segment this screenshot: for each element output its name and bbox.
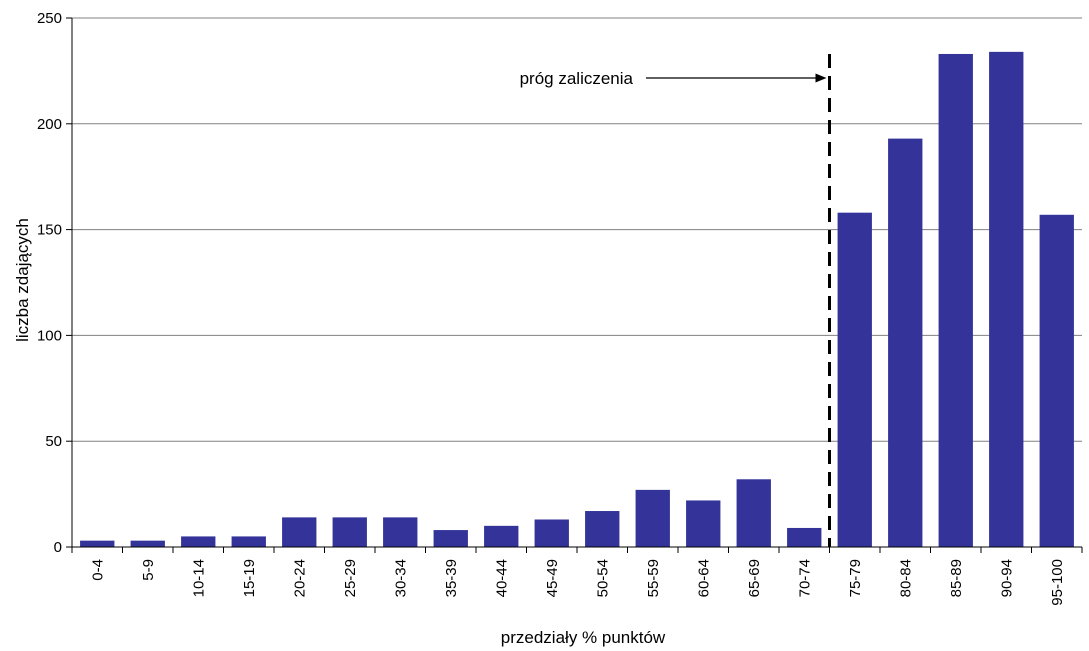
bar bbox=[332, 517, 367, 547]
x-tick-label: 55-59 bbox=[645, 559, 662, 597]
y-tick-label: 200 bbox=[37, 116, 62, 133]
x-axis-title: przedziały % punktów bbox=[501, 628, 666, 647]
bar bbox=[181, 536, 216, 547]
bars bbox=[80, 51, 1074, 548]
y-axis-title: liczba zdających bbox=[13, 218, 32, 342]
x-tick-label: 40-44 bbox=[493, 559, 510, 597]
x-tick-label: 15-19 bbox=[241, 559, 258, 597]
x-tick-label: 25-29 bbox=[342, 559, 359, 597]
bar bbox=[888, 138, 923, 547]
x-tick-labels: 0-4 5-9 10-14 15-19 20-24 25-29 30-34 35-39 40-4… bbox=[89, 559, 1066, 606]
x-tick-label: 70-74 bbox=[796, 559, 813, 597]
bar bbox=[787, 527, 822, 547]
x-tick-label: 60-64 bbox=[695, 559, 712, 597]
bar bbox=[484, 525, 519, 547]
bar bbox=[585, 511, 620, 547]
x-tick-label: 45-49 bbox=[544, 559, 561, 597]
bar bbox=[989, 51, 1024, 548]
bar bbox=[837, 212, 872, 547]
x-tick-label: 30-34 bbox=[392, 559, 409, 597]
y-tick-labels: 0 50 100 150 200 250 bbox=[37, 10, 62, 556]
bar bbox=[534, 519, 569, 547]
bar bbox=[938, 53, 973, 548]
bar bbox=[282, 517, 317, 547]
x-tick-label: 0-4 bbox=[89, 559, 106, 581]
bar bbox=[433, 530, 468, 547]
threshold-arrow-head bbox=[815, 73, 827, 83]
y-tick-label: 250 bbox=[37, 10, 62, 27]
y-tick-label: 50 bbox=[45, 433, 62, 450]
bar bbox=[686, 500, 721, 547]
x-tick-label: 50-54 bbox=[594, 559, 611, 597]
bar bbox=[635, 489, 670, 547]
x-tick-label: 5-9 bbox=[140, 559, 157, 581]
x-tick-label: 95-100 bbox=[1049, 559, 1066, 606]
axes bbox=[66, 17, 1083, 553]
bar bbox=[383, 517, 418, 547]
x-tick-label: 10-14 bbox=[190, 559, 207, 597]
bar bbox=[231, 536, 266, 547]
x-tick-label: 20-24 bbox=[291, 559, 308, 597]
x-tick-label: 90-94 bbox=[998, 559, 1015, 597]
bar bbox=[1039, 214, 1074, 547]
bar bbox=[80, 540, 115, 547]
x-tick-label: 75-79 bbox=[847, 559, 864, 597]
bar bbox=[736, 479, 771, 547]
bar bbox=[130, 540, 165, 547]
x-tick-label: 65-69 bbox=[746, 559, 763, 597]
y-tick-label: 150 bbox=[37, 222, 62, 239]
x-tick-label: 80-84 bbox=[897, 559, 914, 597]
y-tick-label: 0 bbox=[54, 539, 62, 556]
y-tick-label: 100 bbox=[37, 327, 62, 344]
x-tick-label: 35-39 bbox=[443, 559, 460, 597]
threshold-label: próg zaliczenia bbox=[520, 69, 634, 88]
x-tick-label: 85-89 bbox=[948, 559, 965, 597]
threshold-marker: próg zaliczenia bbox=[520, 54, 831, 547]
